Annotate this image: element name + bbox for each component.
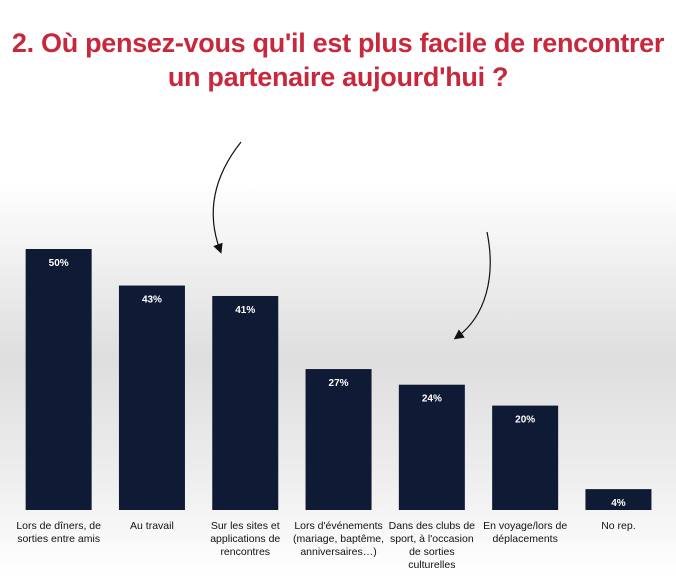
value-label-2: 43% xyxy=(142,295,162,306)
category-label-4: Lors d'événements (mariage, baptême, anniv… xyxy=(293,520,384,558)
bar-7 xyxy=(585,489,652,510)
bar-1 xyxy=(25,249,92,510)
category-label-3: Sur les sites et applications de rencontre… xyxy=(210,520,280,558)
category-labels-layer: Lors de dîners, de sorties entre amis Au t… xyxy=(16,520,635,571)
category-label-1: Lors de dîners, de sorties entre amis xyxy=(16,520,101,545)
bar-4 xyxy=(305,369,372,510)
category-label-5: Dans des clubs de sport, à l'occasion de s… xyxy=(389,520,476,571)
chart-title: 2. Où pensez-vous qu'il est plus facile … xyxy=(0,26,676,94)
chart-title-line-1: 2. Où pensez-vous qu'il est plus facile … xyxy=(11,28,665,58)
arrow-annotation-sites xyxy=(212,141,242,254)
arrow-annotation-sport xyxy=(453,231,491,340)
bar-5 xyxy=(398,384,465,510)
bar-2 xyxy=(118,285,185,510)
value-label-5: 24% xyxy=(422,394,442,405)
value-label-4: 27% xyxy=(329,378,349,389)
category-label-6: En voyage/lors de déplacements xyxy=(483,520,567,545)
category-label-2: Au travail xyxy=(130,520,174,532)
value-label-7: 4% xyxy=(611,498,626,509)
bars-layer: 50% 43% 41% 27% 24% 20% 4% xyxy=(25,249,652,510)
bar-6 xyxy=(492,405,559,510)
value-label-1: 50% xyxy=(49,258,69,269)
chart-title-line-2: un partenaire aujourd'hui ? xyxy=(167,62,509,92)
value-label-3: 41% xyxy=(235,305,255,316)
category-label-7: No rep. xyxy=(601,520,635,532)
value-label-6: 20% xyxy=(515,415,535,426)
bar-3 xyxy=(212,295,279,510)
